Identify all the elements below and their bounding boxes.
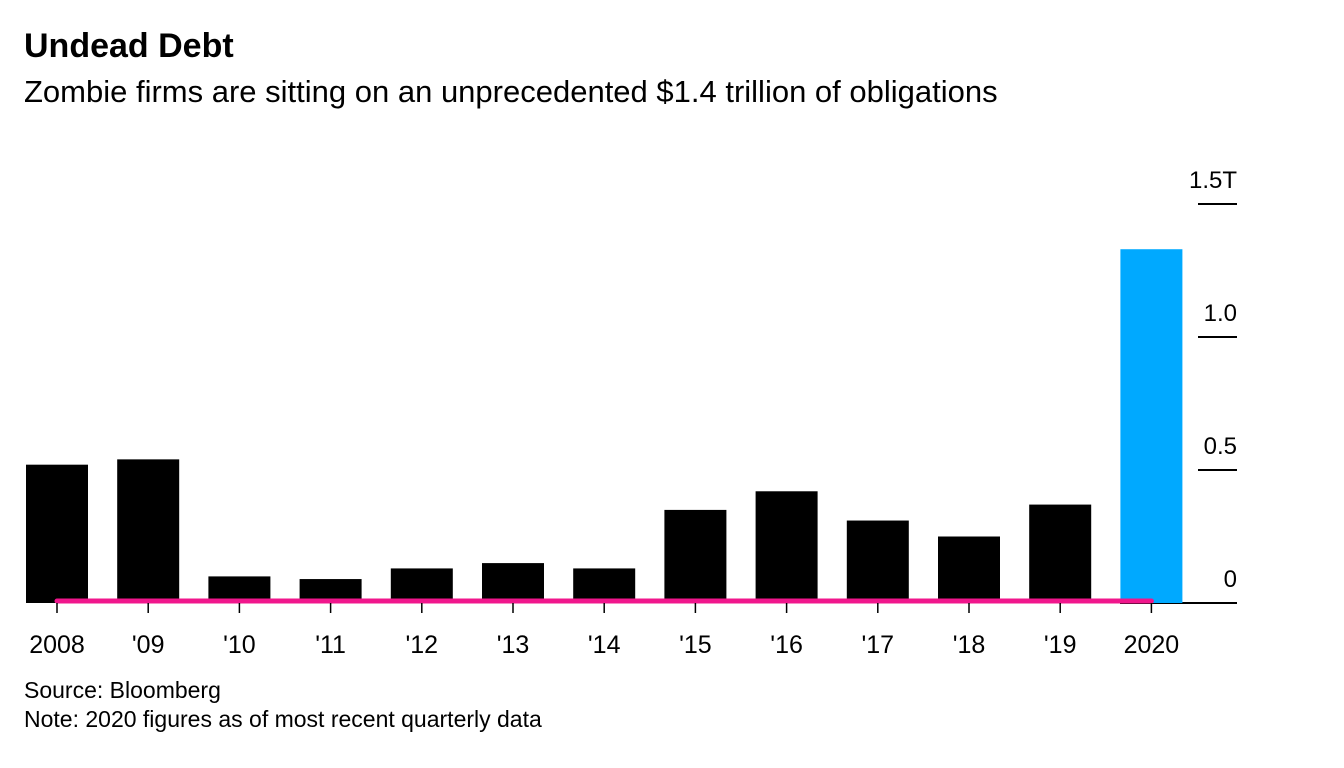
bar bbox=[299, 579, 362, 603]
y-tick-label: 0.5 bbox=[1204, 433, 1237, 460]
chart-title: Undead Debt bbox=[24, 27, 234, 65]
y-tick-label: 1.5T bbox=[1189, 167, 1237, 194]
bar bbox=[1029, 504, 1092, 603]
y-tick-label: 1.0 bbox=[1204, 300, 1237, 327]
bar bbox=[117, 459, 180, 603]
x-tick-label: 2020 bbox=[1124, 631, 1180, 659]
x-tick-label: '09 bbox=[132, 631, 165, 659]
x-tick-label: 2008 bbox=[29, 631, 85, 659]
source-note: Source: Bloomberg bbox=[24, 677, 221, 703]
bar bbox=[26, 464, 88, 603]
bar bbox=[846, 520, 909, 603]
bar bbox=[482, 563, 544, 603]
bar bbox=[664, 509, 727, 603]
bar bbox=[755, 491, 818, 603]
bar bbox=[390, 568, 453, 603]
bar bbox=[938, 536, 1000, 603]
chart-subtitle: Zombie firms are sitting on an unprecede… bbox=[24, 74, 998, 109]
x-tick-label: '10 bbox=[223, 631, 256, 659]
y-tick-label: 0 bbox=[1224, 566, 1237, 593]
x-tick-label: '12 bbox=[406, 631, 439, 659]
x-tick-label: '11 bbox=[315, 631, 346, 659]
y-axis: 0 0.5 1.0 1.5T bbox=[1120, 167, 1237, 604]
x-tick-label: '18 bbox=[953, 631, 986, 659]
x-axis: 2008 '09 '10 '11 '12 '13 '14 '15 '16 '17 '18 '19 202… bbox=[29, 603, 1179, 659]
x-tick-label: '13 bbox=[497, 631, 530, 659]
x-tick-label: '19 bbox=[1044, 631, 1077, 659]
bar bbox=[573, 568, 636, 603]
bars bbox=[26, 249, 1183, 603]
bar-highlight bbox=[1120, 249, 1183, 603]
x-tick-label: '17 bbox=[862, 631, 895, 659]
x-tick-label: '14 bbox=[588, 631, 621, 659]
x-tick-label: '16 bbox=[770, 631, 803, 659]
x-tick-label: '15 bbox=[679, 631, 712, 659]
footnote: Note: 2020 figures as of most recent qua… bbox=[24, 706, 542, 732]
